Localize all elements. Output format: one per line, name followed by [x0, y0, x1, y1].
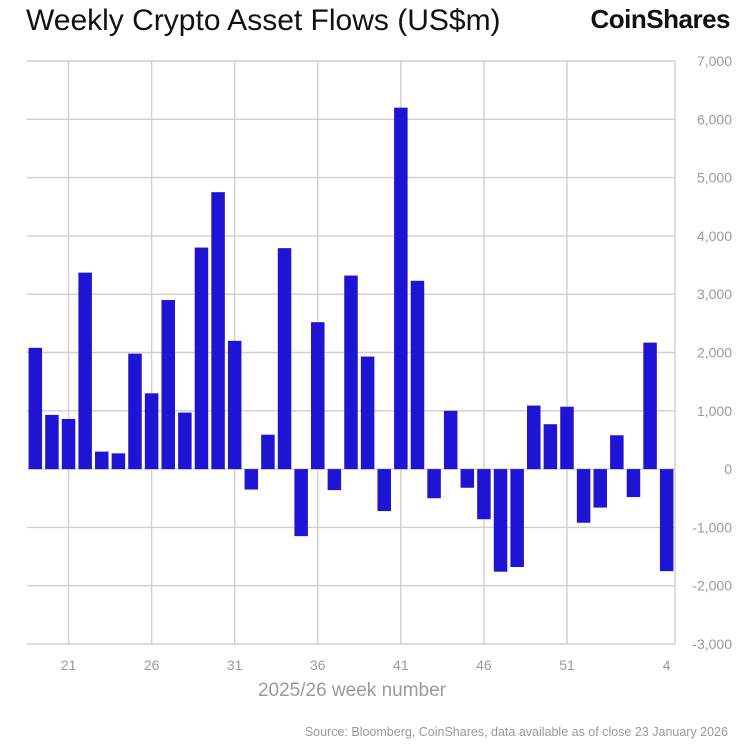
y-tick-label: 1,000 [697, 403, 732, 419]
bar-week-35 [294, 469, 308, 537]
bar-week-20 [45, 414, 59, 470]
y-axis-ticks: 7,000 6,000 5,000 4,000 3,000 2,000 1,000 0 -1,0… [692, 53, 732, 652]
x-tick-label: 36 [310, 657, 326, 673]
bar-week-1 [610, 435, 624, 470]
x-tick-label: 51 [559, 657, 575, 673]
x-tick-label: 41 [393, 657, 409, 673]
y-tick-label: 6,000 [697, 111, 732, 127]
bar-week-27 [161, 300, 175, 470]
bar-week-24 [111, 453, 126, 470]
bar-week-50 [543, 424, 558, 470]
bar-week-47 [493, 469, 508, 572]
bar-week-44 [443, 410, 458, 470]
y-tick-label: 0 [724, 461, 732, 477]
bar-week-19 [28, 347, 43, 470]
bar-week-53 [593, 469, 607, 508]
y-tick-label: -1,000 [692, 519, 732, 535]
bar-week-33 [261, 434, 275, 470]
y-tick-label: 2,000 [697, 345, 732, 361]
source-note: Source: Bloomberg, CoinShares, data avai… [304, 725, 728, 739]
y-tick-label: 7,000 [697, 53, 732, 69]
x-tick-label: 26 [144, 657, 160, 673]
bar-week-4 [659, 469, 674, 572]
bar-week-42 [410, 280, 425, 470]
bar-week-51 [560, 406, 574, 470]
x-tick-label: 46 [476, 657, 492, 673]
bar-week-37 [327, 469, 342, 491]
bar-week-3 [643, 342, 657, 470]
bar-week-40 [377, 469, 391, 512]
bars [28, 107, 674, 572]
bar-week-32 [244, 469, 259, 490]
y-tick-label: 5,000 [697, 170, 732, 186]
bar-week-38 [344, 275, 358, 470]
bar-week-46 [477, 469, 491, 520]
x-tick-label: 31 [227, 657, 243, 673]
bar-week-29 [194, 247, 209, 470]
bar-week-39 [360, 356, 375, 470]
y-tick-label: 3,000 [697, 286, 732, 302]
bar-week-30 [211, 192, 225, 470]
y-tick-label: -2,000 [692, 578, 732, 594]
bar-chart: 7,000 6,000 5,000 4,000 3,000 2,000 1,000 0 -1,0… [27, 53, 732, 673]
bar-week-2 [626, 469, 641, 498]
bar-week-52 [576, 469, 591, 523]
x-tick-label: 21 [61, 657, 77, 673]
bar-week-26 [144, 393, 159, 470]
bar-week-21 [61, 418, 76, 470]
bar-week-48 [510, 469, 524, 568]
bar-week-25 [128, 353, 142, 470]
x-tick-label: 4 [663, 657, 671, 673]
bar-week-22 [78, 272, 92, 470]
x-axis-label: 2025/26 week number [257, 680, 446, 701]
coinshares-logo: CoinShares [590, 4, 731, 34]
bar-week-34 [277, 248, 292, 470]
y-tick-label: 4,000 [697, 228, 732, 244]
x-axis-ticks: 21 26 31 36 41 46 51 4 [61, 657, 671, 673]
bar-week-49 [527, 405, 541, 470]
bar-week-31 [227, 340, 242, 470]
bar-week-45 [460, 469, 475, 488]
bar-week-41 [394, 107, 408, 470]
bar-week-43 [427, 469, 441, 499]
y-tick-label: -3,000 [692, 636, 732, 652]
bar-week-36 [311, 322, 325, 470]
bar-week-23 [95, 451, 109, 470]
bar-week-28 [178, 412, 192, 470]
chart-title: Weekly Crypto Asset Flows (US$m) [26, 4, 501, 37]
